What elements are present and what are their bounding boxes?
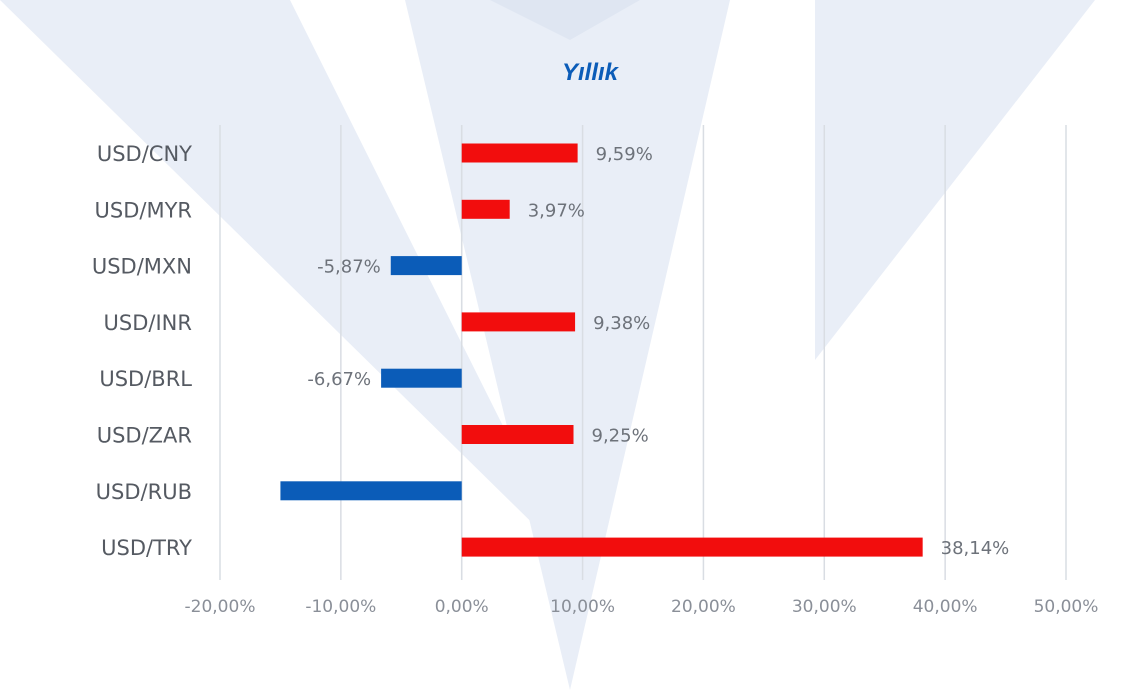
chart-title: Yıllık <box>562 59 620 86</box>
category-label: USD/MXN <box>92 255 192 279</box>
category-label: USD/TRY <box>101 536 192 560</box>
data-label: 38,14% <box>941 538 1010 559</box>
data-label: 9,25% <box>592 426 649 447</box>
bar <box>381 368 462 388</box>
watermark-logo <box>0 0 1095 690</box>
data-label: 9,59% <box>596 144 653 165</box>
category-label: USD/INR <box>104 311 192 335</box>
bar <box>280 481 462 501</box>
bar <box>461 425 574 444</box>
category-label: USD/RUB <box>96 480 192 504</box>
x-tick-label: 50,00% <box>1034 597 1099 617</box>
x-tick-label: 30,00% <box>792 597 857 617</box>
category-label: USD/MYR <box>95 198 192 222</box>
bar <box>390 256 462 276</box>
x-tick-label: 40,00% <box>913 597 978 617</box>
category-label: USD/CNY <box>97 142 192 166</box>
bar <box>461 537 923 557</box>
data-label: -6,67% <box>307 369 371 390</box>
x-tick-label: -20,00% <box>185 597 256 617</box>
data-label: -5,87% <box>317 257 381 278</box>
data-label: 9,38% <box>593 313 650 334</box>
bar <box>461 143 578 163</box>
category-label: USD/ZAR <box>97 424 192 448</box>
category-label: USD/BRL <box>99 367 192 391</box>
data-label: 3,97% <box>528 200 585 221</box>
labels: -20,00% -10,00% 0,00% 10,00% 20,00% 30,00% 40,… <box>92 142 1099 617</box>
bars <box>280 143 923 557</box>
x-tick-label: 20,00% <box>671 597 736 617</box>
x-tick-label: -10,00% <box>305 597 376 617</box>
x-tick-label: 10,00% <box>550 597 615 617</box>
bar <box>461 199 510 219</box>
bar <box>461 312 576 332</box>
x-tick-label: 0,00% <box>435 597 489 617</box>
